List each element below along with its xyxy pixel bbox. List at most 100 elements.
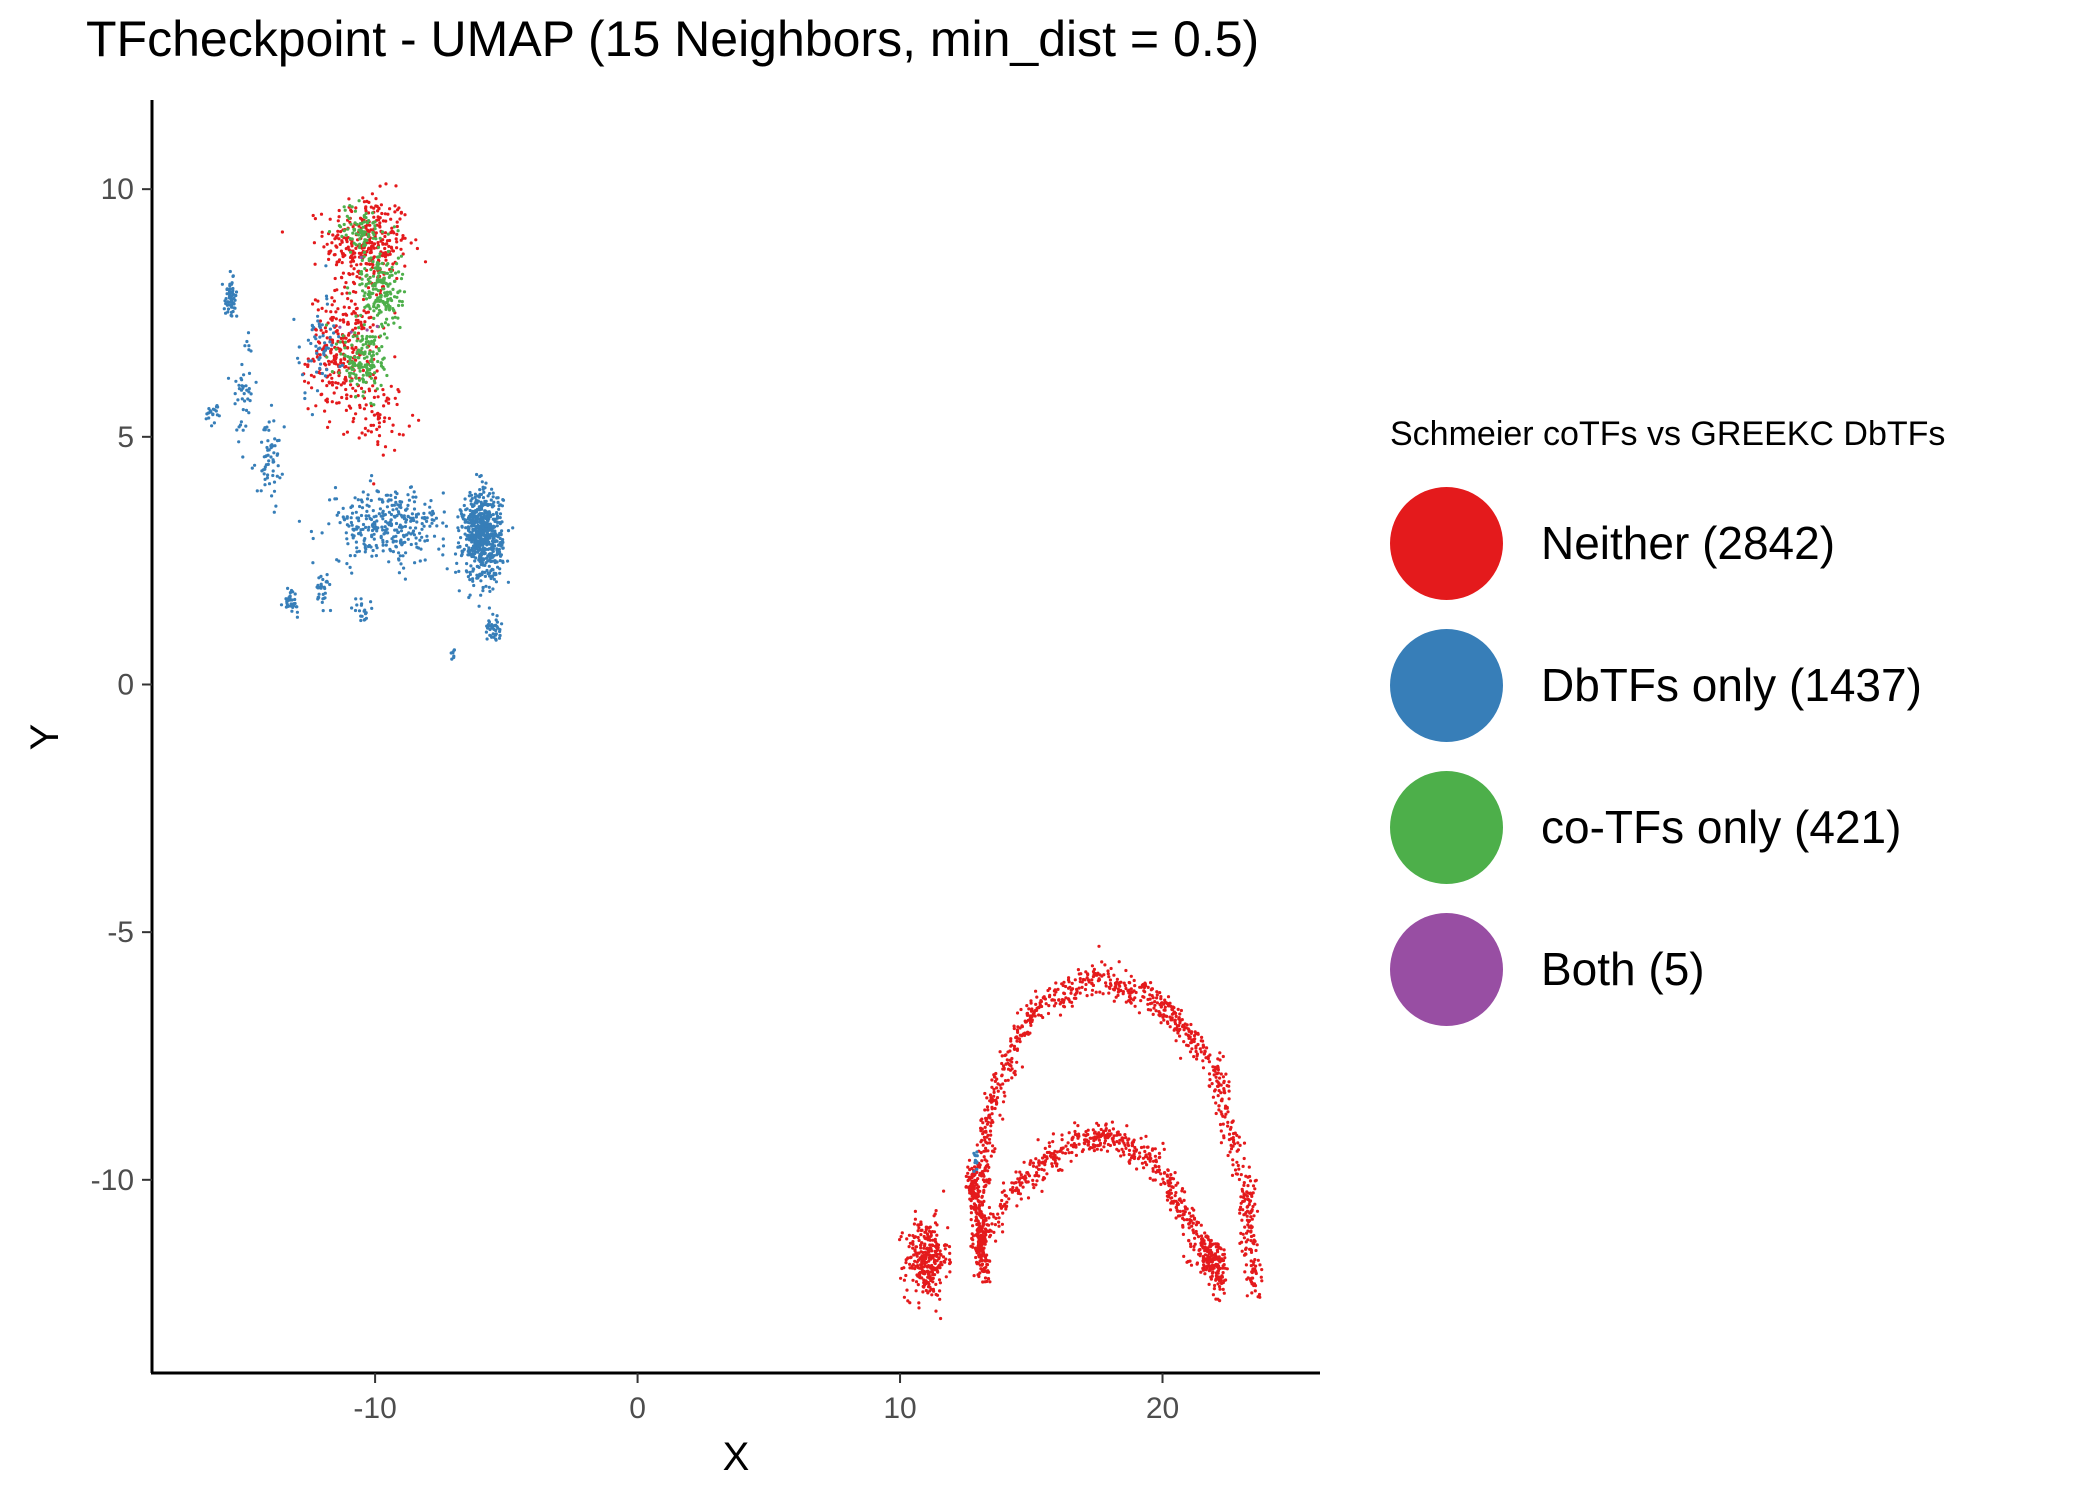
y-tick-label: 0 — [117, 668, 134, 701]
data-point — [1207, 1269, 1211, 1273]
data-point — [1178, 1021, 1182, 1025]
data-point — [1139, 1136, 1143, 1140]
data-point — [1151, 1012, 1155, 1017]
data-point — [1084, 982, 1088, 987]
data-point — [1253, 1202, 1257, 1206]
data-point — [1157, 1151, 1161, 1155]
data-point — [235, 428, 239, 432]
data-point — [1252, 1282, 1257, 1286]
data-point — [1171, 1177, 1176, 1181]
data-point — [378, 507, 382, 511]
data-point — [1250, 1225, 1254, 1229]
data-point — [383, 212, 387, 216]
data-point — [371, 231, 375, 235]
data-point — [463, 532, 467, 536]
data-point — [464, 508, 468, 512]
data-point — [380, 261, 384, 265]
data-point — [332, 331, 336, 335]
data-point — [364, 211, 368, 216]
data-point — [1032, 1011, 1036, 1015]
data-point — [925, 1270, 929, 1274]
data-point — [915, 1260, 919, 1264]
data-point — [211, 413, 215, 417]
data-point — [373, 284, 377, 288]
data-point — [1106, 972, 1110, 976]
data-point — [1227, 1097, 1231, 1101]
data-point — [987, 1205, 992, 1210]
data-point — [391, 508, 395, 512]
data-point — [338, 325, 342, 329]
data-point — [1157, 1165, 1161, 1169]
data-point — [1239, 1205, 1243, 1209]
data-point — [1129, 974, 1133, 978]
data-point — [472, 583, 476, 588]
data-point — [1216, 1068, 1220, 1072]
data-point — [491, 491, 495, 495]
data-point — [1215, 1079, 1219, 1083]
data-point — [237, 387, 241, 391]
data-point — [986, 1149, 990, 1153]
data-point — [1246, 1276, 1250, 1280]
data-point — [352, 310, 356, 314]
data-point — [303, 391, 307, 395]
data-point — [475, 573, 479, 577]
data-point — [975, 1167, 979, 1171]
data-point — [365, 363, 369, 367]
legend-item-neither: Neither (2842) — [1390, 472, 1945, 614]
data-point — [354, 395, 358, 399]
data-point — [383, 246, 387, 251]
data-point — [1151, 1147, 1155, 1151]
data-point — [341, 312, 345, 317]
data-point — [267, 428, 271, 432]
data-point — [325, 297, 329, 301]
data-point — [206, 411, 211, 415]
data-point — [1226, 1153, 1230, 1158]
data-point — [1107, 985, 1111, 989]
data-point — [361, 343, 365, 347]
data-point — [919, 1222, 923, 1226]
series-2-points — [324, 199, 407, 407]
data-point — [475, 525, 479, 529]
data-point — [975, 1212, 979, 1216]
data-point — [1085, 994, 1089, 998]
data-point — [370, 554, 374, 558]
data-point — [344, 281, 348, 285]
data-point — [1107, 991, 1111, 995]
data-point — [397, 270, 401, 274]
data-point — [948, 1260, 953, 1264]
data-point — [316, 314, 320, 318]
data-point — [356, 356, 360, 360]
data-point — [1159, 1004, 1163, 1008]
data-point — [1217, 1083, 1221, 1087]
data-point — [323, 341, 327, 345]
data-point — [369, 498, 373, 503]
data-point — [394, 237, 398, 241]
data-point — [1012, 1047, 1017, 1051]
data-point — [971, 1242, 975, 1246]
data-point — [984, 1140, 988, 1144]
data-point — [912, 1253, 916, 1257]
data-point — [491, 612, 495, 616]
data-point — [341, 381, 345, 385]
data-point — [489, 576, 493, 581]
data-point — [1172, 1028, 1176, 1032]
data-point — [1043, 1146, 1047, 1150]
data-point — [1163, 1014, 1167, 1018]
data-point — [269, 446, 273, 450]
data-point — [339, 249, 343, 253]
data-point — [354, 597, 358, 601]
data-point — [979, 1151, 983, 1155]
data-point — [355, 382, 359, 386]
data-point — [973, 1161, 977, 1165]
data-point — [1042, 1176, 1047, 1180]
data-point — [1037, 1163, 1041, 1167]
data-point — [381, 453, 385, 457]
data-point — [266, 473, 270, 477]
data-point — [1211, 1264, 1215, 1268]
x-axis-ticks: -10 0 10 20 — [353, 1373, 1179, 1425]
data-point — [1154, 1160, 1158, 1164]
data-point — [1162, 1171, 1166, 1175]
data-point — [931, 1280, 935, 1284]
data-point — [355, 275, 359, 279]
data-point — [1173, 1018, 1177, 1022]
